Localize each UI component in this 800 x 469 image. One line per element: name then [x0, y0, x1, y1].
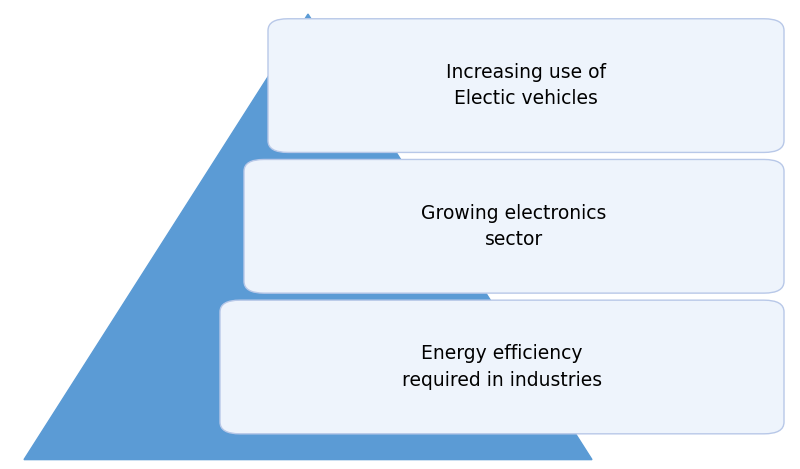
- Text: Growing electronics
sector: Growing electronics sector: [422, 204, 606, 249]
- FancyBboxPatch shape: [244, 159, 784, 293]
- Text: Energy efficiency
required in industries: Energy efficiency required in industries: [402, 344, 602, 390]
- FancyBboxPatch shape: [268, 19, 784, 152]
- Text: Increasing use of
Electic vehicles: Increasing use of Electic vehicles: [446, 63, 606, 108]
- Polygon shape: [24, 14, 592, 460]
- FancyBboxPatch shape: [220, 300, 784, 434]
